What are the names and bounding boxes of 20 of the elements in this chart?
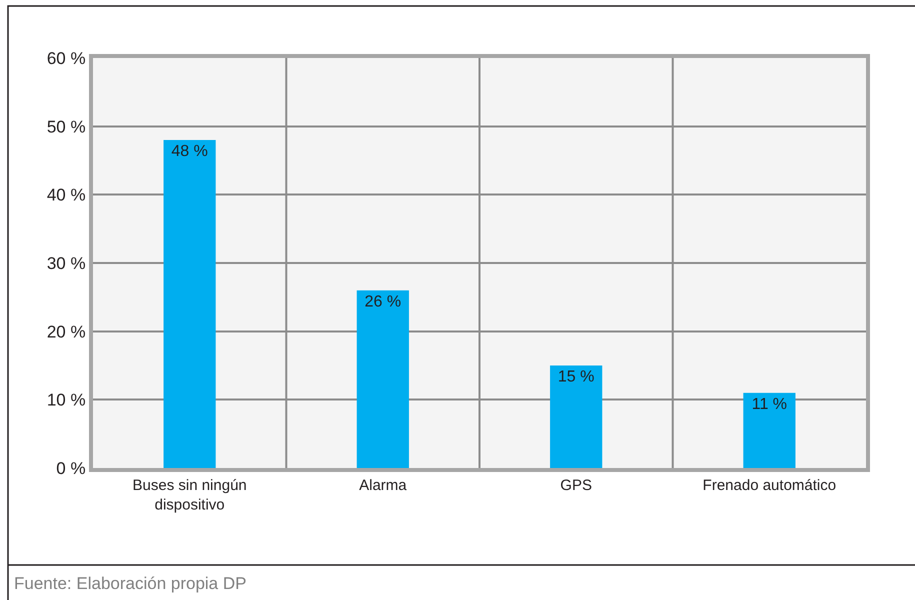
x-tick-label: Frenado automático — [702, 477, 836, 494]
data-label: 48 % — [171, 143, 208, 160]
source-note: Fuente: Elaboración propia DP — [14, 574, 246, 593]
bar — [550, 366, 602, 468]
bar — [356, 290, 409, 468]
x-tick-label: Buses sin ningún dispositivo — [132, 477, 247, 514]
y-tick-label: 10 % — [46, 390, 86, 410]
x-tick-label: Alarma — [359, 477, 408, 494]
data-label: 11 % — [752, 396, 788, 413]
data-label: 26 % — [364, 293, 402, 310]
y-tick-label: 0 % — [56, 458, 86, 478]
y-tick-label: 30 % — [46, 254, 86, 273]
data-label: 15 % — [558, 368, 594, 386]
y-tick-label: 50 % — [46, 117, 86, 136]
y-tick-label: 60 % — [46, 48, 86, 68]
y-tick-label: 20 % — [46, 322, 86, 342]
bar — [164, 140, 216, 468]
x-tick-label: GPS — [560, 477, 592, 494]
y-tick-label: 40 % — [46, 186, 86, 205]
bar — [743, 392, 796, 468]
